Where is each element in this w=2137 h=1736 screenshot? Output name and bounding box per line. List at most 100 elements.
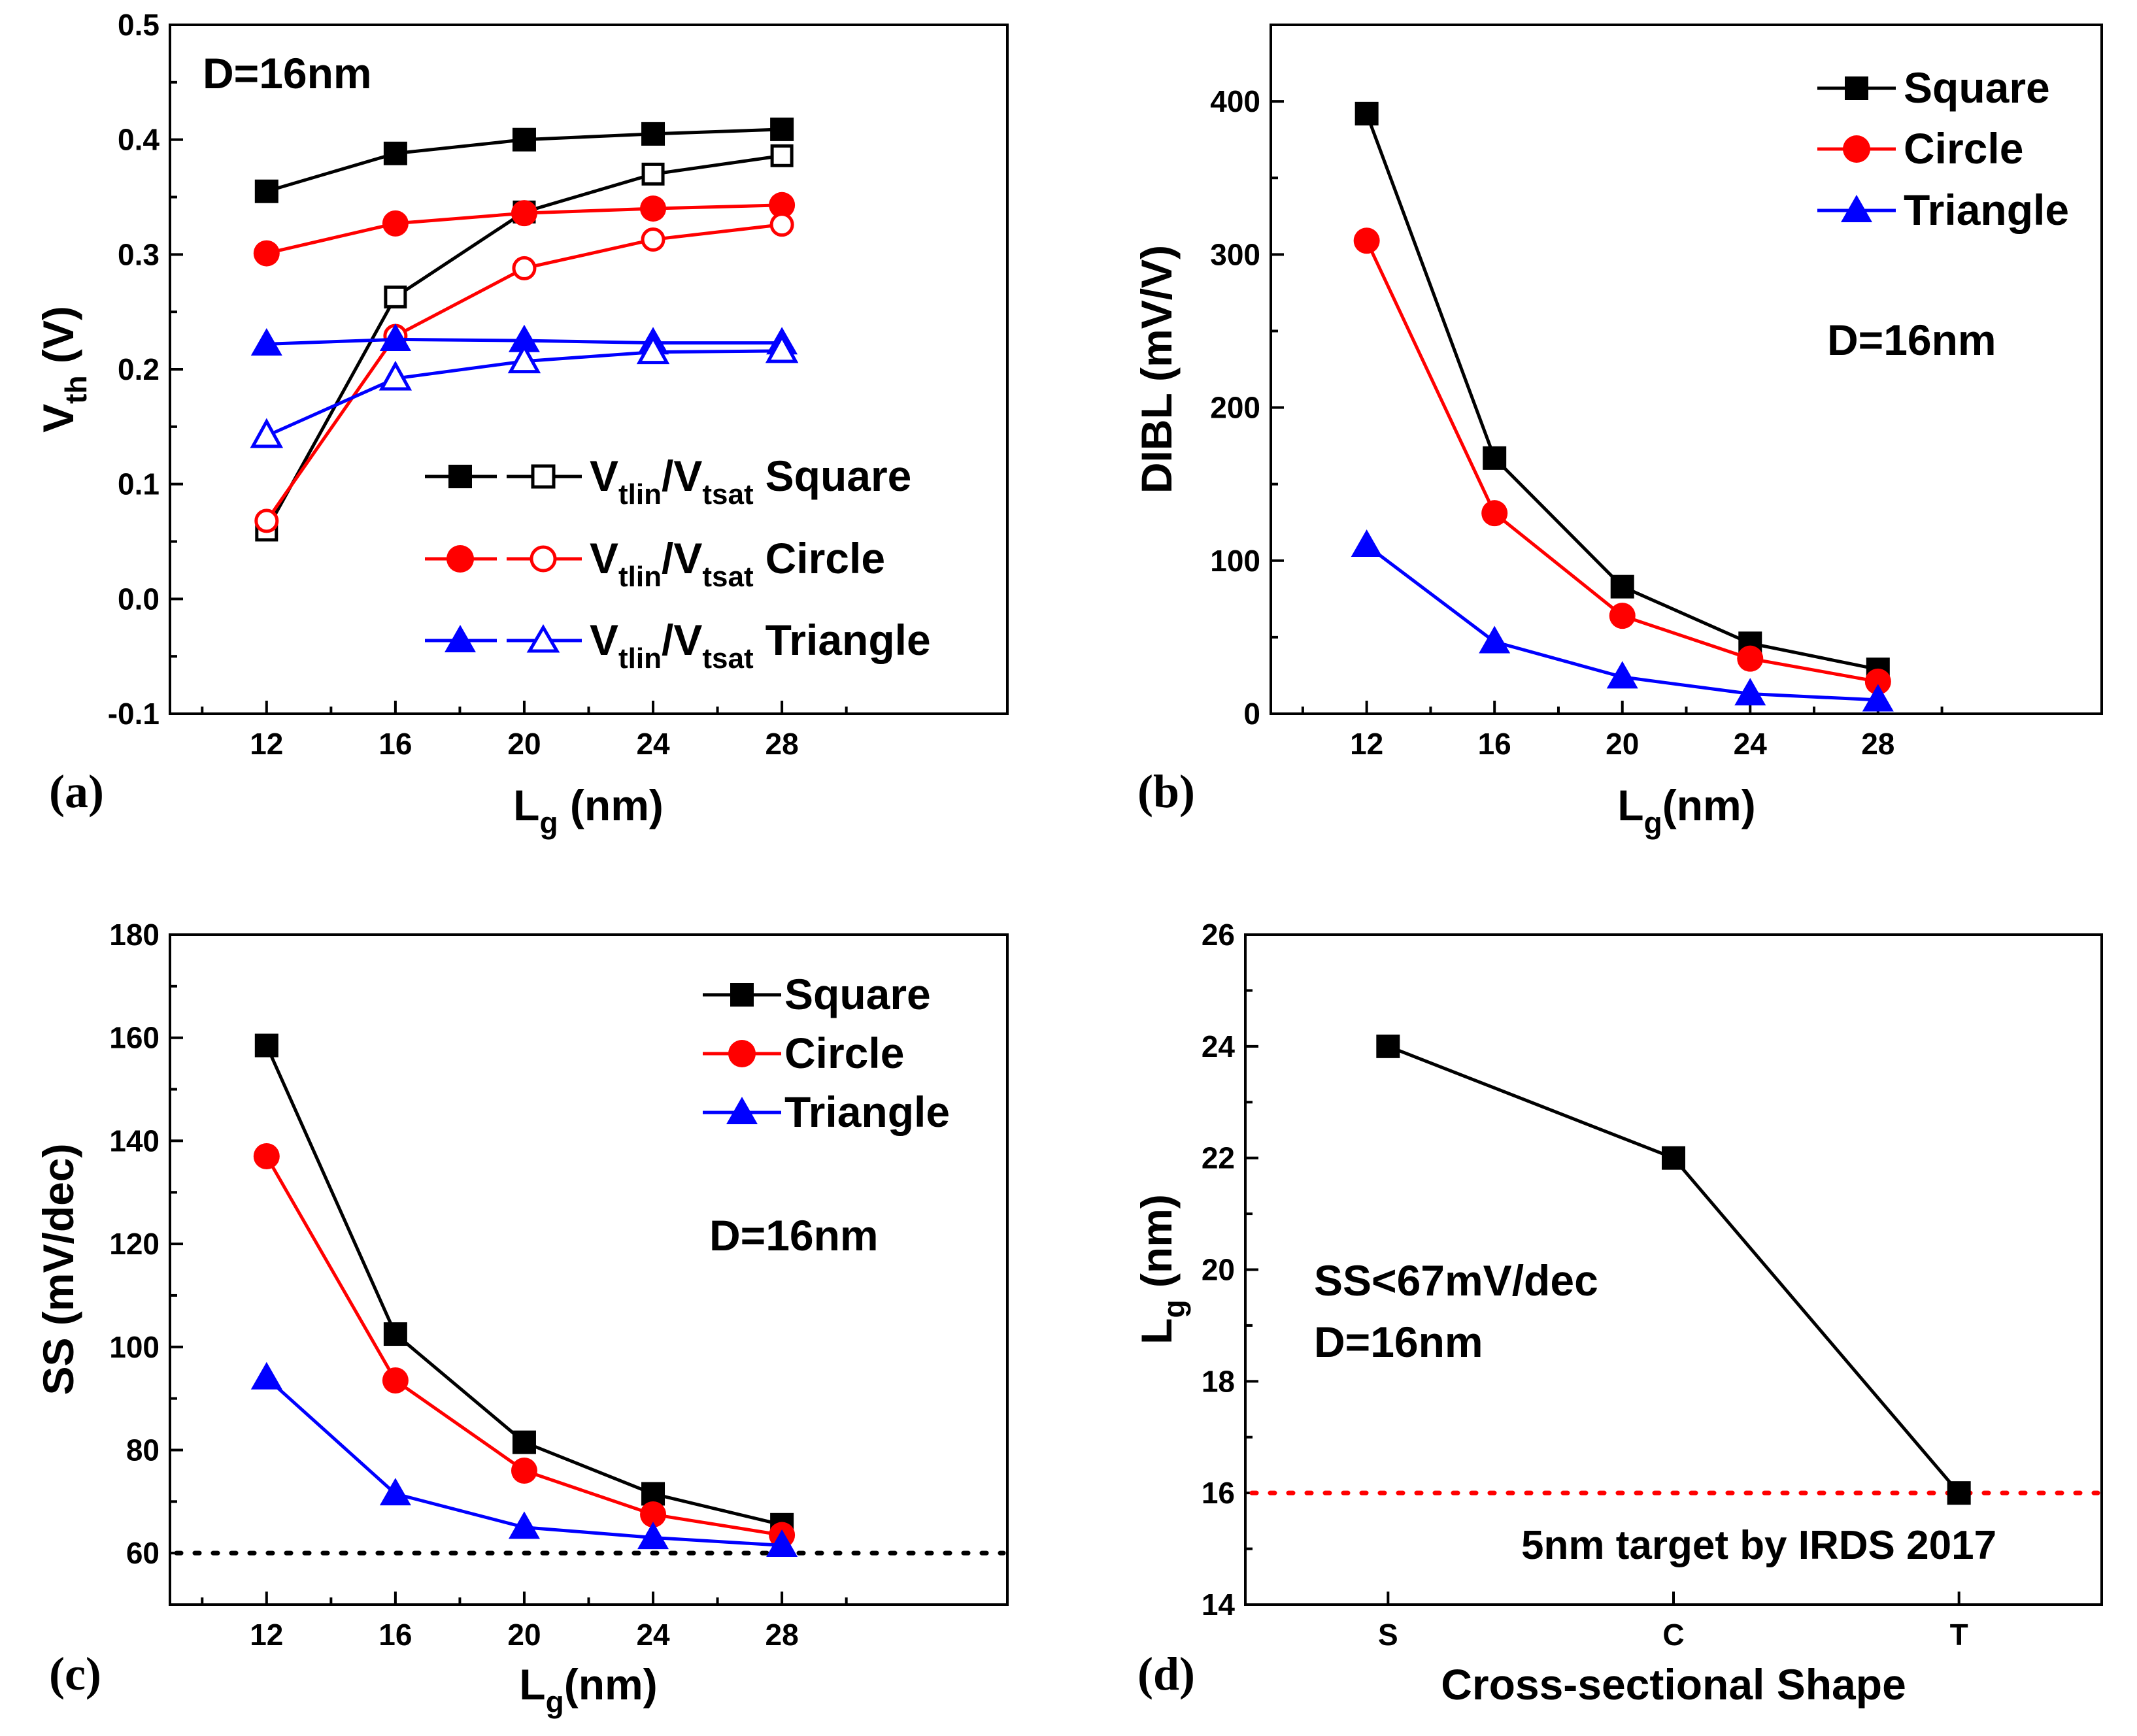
data-point-circle	[253, 1143, 280, 1170]
panel-d-x-axis-title: Cross-sectional Shape	[1441, 1660, 1906, 1709]
panel-a-axes: -0.1 0.0 0.1 0.2 0.3 0.4 0.5 12 16 20 24 28	[108, 8, 848, 761]
data-point-triangle	[1351, 529, 1383, 557]
legend-row: Circle	[703, 1029, 904, 1077]
y-tick-label: 100	[1210, 544, 1260, 578]
panel-b-dibl-chart: 0 100 200 300 400 12 16 20 24 28 Square Circle Tr…	[1132, 24, 2103, 840]
data-point-circle	[1481, 500, 1508, 527]
series-triangle	[1351, 529, 1894, 712]
panel-d-axes: 14 16 18 20 22 24 26 S C T	[1202, 918, 1968, 1652]
legend-label: Circle	[1904, 124, 2023, 173]
y-tick-label: 400	[1210, 84, 1260, 118]
panel-b-legend: Square Circle Triangle	[1817, 63, 2069, 234]
data-point-circle	[1864, 668, 1891, 695]
series-square	[254, 1033, 794, 1537]
data-point-circle	[769, 192, 796, 218]
data-point-triangle	[765, 333, 799, 363]
legend-row: Square	[703, 970, 931, 1018]
data-point-triangle	[250, 418, 284, 448]
x-tick-label: 24	[1734, 727, 1768, 761]
data-point-circle	[640, 1501, 667, 1528]
data-point-circle	[511, 200, 537, 227]
y-tick-label: 120	[109, 1227, 160, 1261]
x-tick-label: 24	[636, 727, 670, 761]
data-point-triangle	[1479, 626, 1511, 654]
data-point-triangle	[379, 323, 411, 351]
legend-row: Vtlin/Vtsat Square	[425, 452, 911, 510]
y-tick-label: 26	[1202, 918, 1235, 952]
panel-d-y-axis-title: Lg (nm)	[1132, 1194, 1191, 1344]
data-point-circle	[769, 212, 794, 237]
legend-label: Triangle	[1904, 186, 2069, 234]
x-tick-label: 16	[379, 727, 412, 761]
y-tick-label: 0.4	[118, 123, 160, 157]
series-vtsat-triangle	[250, 333, 799, 448]
legend-label: Square	[784, 970, 931, 1018]
y-tick-label: 100	[109, 1330, 160, 1364]
panel-b-axes: 0 100 200 300 400 12 16 20 24 28	[1210, 84, 1943, 761]
data-point-square	[1662, 1146, 1685, 1170]
legend-row: Triangle	[703, 1088, 950, 1136]
legend-label: Square	[1904, 63, 2050, 112]
panel-a-plot-frame	[169, 24, 1009, 715]
data-point-circle	[641, 227, 665, 252]
legend-marker	[730, 983, 754, 1007]
data-point-circle	[1737, 645, 1764, 672]
series-triangle	[250, 1361, 798, 1557]
x-tick-label: 12	[250, 727, 283, 761]
data-point-square	[383, 141, 407, 165]
legend-label: Triangle	[784, 1088, 950, 1136]
data-point-square	[641, 122, 665, 146]
panel-c-x-axis-title: Lg(nm)	[519, 1660, 657, 1719]
x-tick-label: 20	[507, 1618, 541, 1652]
data-point-circle	[511, 1458, 537, 1484]
data-point-triangle	[379, 1478, 411, 1506]
data-point-square	[383, 1322, 407, 1346]
data-point-triangle	[1734, 678, 1766, 706]
legend-row: Square	[1817, 63, 2050, 112]
y-tick-label: 0.3	[118, 237, 160, 271]
data-point-square	[512, 1430, 536, 1454]
y-tick-label: 0.2	[118, 352, 160, 386]
data-point-square	[254, 1033, 278, 1058]
y-tick-label: 60	[126, 1536, 160, 1570]
legend-marker	[728, 1040, 756, 1067]
panel-a-label: (a)	[49, 765, 104, 818]
legend-row: Triangle	[1817, 186, 2069, 234]
x-tick-label: 20	[507, 727, 541, 761]
panel-c-y-axis-title: SS (mV/dec)	[34, 1143, 82, 1395]
data-point-triangle	[1606, 661, 1638, 689]
x-tick-label: S	[1378, 1618, 1398, 1652]
panel-c-series	[250, 1033, 798, 1557]
series-vtlin-circle	[253, 192, 796, 267]
legend-marker	[1845, 76, 1868, 100]
panel-c-legend: Square Circle Triangle	[703, 970, 950, 1136]
panel-d-reference-label: 5nm target by IRDS 2017	[1521, 1523, 1996, 1568]
data-point-square	[1483, 446, 1507, 470]
data-point-square	[1610, 575, 1634, 599]
panel-a-series	[250, 117, 799, 542]
panel-c-annotation: D=16nm	[709, 1211, 879, 1260]
panel-b-label: (b)	[1137, 765, 1195, 818]
x-tick-label: 16	[1478, 727, 1511, 761]
series-circle	[253, 1143, 796, 1548]
y-tick-label: 0.0	[118, 582, 160, 616]
data-point-triangle	[1862, 684, 1894, 712]
series-lg	[1376, 1034, 1971, 1505]
data-point-triangle	[250, 1361, 282, 1390]
data-point-square	[770, 117, 794, 141]
data-point-triangle	[508, 324, 540, 352]
panel-b-annotation: D=16nm	[1827, 316, 1996, 364]
legend-row: Circle	[1817, 124, 2023, 173]
data-point-circle	[382, 1367, 409, 1394]
legend-marker-filled	[446, 545, 474, 573]
x-tick-label: 16	[379, 1618, 412, 1652]
y-tick-label: 0	[1243, 697, 1260, 731]
panel-d-annotation-ss: SS<67mV/dec	[1314, 1256, 1598, 1305]
x-tick-label: 24	[636, 1618, 670, 1652]
legend-marker-open	[531, 464, 556, 489]
data-point-circle	[382, 210, 409, 237]
data-point-square	[1376, 1034, 1400, 1058]
y-tick-label: 24	[1202, 1029, 1236, 1063]
data-point-circle	[254, 509, 279, 533]
data-point-square	[254, 179, 278, 203]
